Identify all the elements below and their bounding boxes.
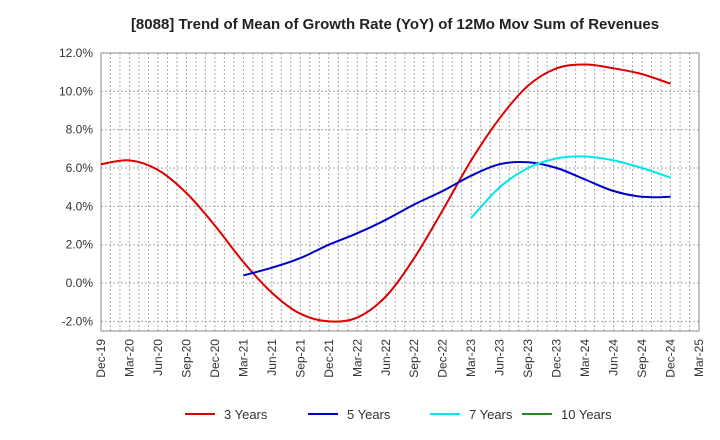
y-tick-label: 6.0%	[66, 161, 94, 175]
x-tick-label: Dec-19	[94, 339, 108, 378]
x-axis: Dec-19 Mar-20 Jun-20 Sep-20 Dec-20 Mar-21 Jun-…	[94, 339, 706, 378]
legend: 3 Years 5 Years 7 Years 10 Years	[185, 407, 612, 422]
y-tick-label: 8.0%	[66, 123, 94, 137]
x-tick-label: Mar-23	[464, 339, 478, 377]
x-tick-label: Mar-25	[692, 339, 706, 377]
x-tick-label: Jun-21	[265, 339, 279, 376]
legend-label: 3 Years	[224, 407, 268, 422]
x-tick-label: Sep-24	[635, 339, 649, 378]
series-line-3-years	[100, 63, 671, 323]
x-tick-label: Sep-22	[407, 339, 421, 378]
y-axis: -2.0% 0.0% 2.0% 4.0% 6.0% 8.0% 10.0% 12.0%	[59, 46, 93, 328]
chart-title: [8088] Trend of Mean of Growth Rate (YoY…	[131, 16, 659, 33]
x-tick-label: Sep-23	[521, 339, 535, 378]
y-tick-label: 10.0%	[59, 84, 93, 98]
legend-item-3-years: 3 Years	[185, 407, 268, 422]
y-tick-label: 4.0%	[66, 199, 94, 213]
legend-item-5-years: 5 Years	[308, 407, 391, 422]
y-tick-label: 12.0%	[59, 46, 93, 60]
x-tick-label: Jun-22	[379, 339, 393, 376]
legend-item-7-years: 7 Years	[430, 407, 513, 422]
x-tick-label: Mar-21	[236, 339, 250, 377]
x-tick-label: Sep-20	[179, 339, 193, 378]
x-tick-label: Mar-22	[350, 339, 364, 377]
legend-label: 10 Years	[561, 407, 612, 422]
x-tick-label: Jun-24	[607, 339, 621, 376]
x-tick-label: Mar-24	[578, 339, 592, 377]
x-tick-label: Mar-20	[122, 339, 136, 377]
x-tick-label: Dec-21	[322, 339, 336, 378]
x-tick-label: Dec-22	[436, 339, 450, 378]
x-tick-label: Jun-20	[151, 339, 165, 376]
grid	[100, 52, 700, 331]
series-lines	[100, 63, 671, 323]
y-tick-label: 0.0%	[66, 276, 94, 290]
x-tick-label: Sep-21	[293, 339, 307, 378]
series-line-7-years	[470, 155, 671, 219]
x-tick-label: Dec-24	[664, 339, 678, 378]
legend-label: 5 Years	[347, 407, 391, 422]
legend-label: 7 Years	[469, 407, 513, 422]
legend-item-10-years: 10 Years	[522, 407, 612, 422]
y-tick-label: -2.0%	[62, 314, 94, 328]
x-tick-label: Dec-23	[550, 339, 564, 378]
x-tick-label: Jun-23	[493, 339, 507, 376]
y-tick-label: 2.0%	[66, 238, 94, 252]
plot-frame	[100, 52, 700, 332]
x-tick-label: Dec-20	[208, 339, 222, 378]
series-line-5-years	[243, 160, 671, 277]
